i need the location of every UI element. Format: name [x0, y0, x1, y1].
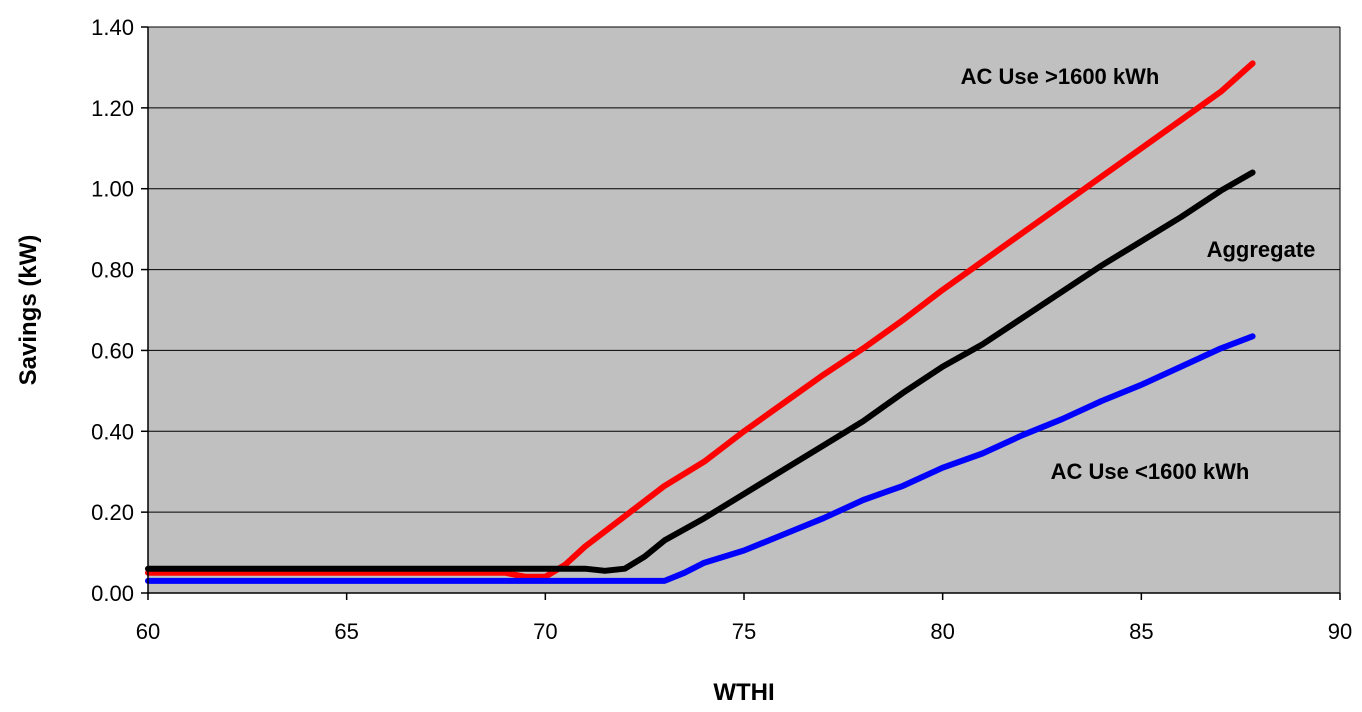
x-tick-label: 60 — [136, 619, 160, 644]
x-tick-label: 90 — [1328, 619, 1352, 644]
plot-area — [148, 27, 1340, 593]
series-lines — [145, 60, 1256, 584]
series-label-2: AC Use <1600 kWh — [1051, 459, 1250, 484]
y-axis-title: Savings (kW) — [15, 235, 42, 386]
tick-labels: 0.00 0.20 0.40 0.60 0.80 1.00 1.20 1.40 60 65 70 75… — [91, 15, 1352, 644]
y-tick-label: 0.00 — [91, 581, 134, 606]
y-tick-label: 0.60 — [91, 338, 134, 363]
axes — [141, 26, 1341, 600]
x-tick-label: 80 — [930, 619, 954, 644]
y-tick-label: 0.20 — [91, 500, 134, 525]
y-tick-label: 1.00 — [91, 177, 134, 202]
series-line-2 — [145, 333, 1256, 584]
series-line-1 — [145, 169, 1256, 574]
x-axis-title: WTHI — [713, 679, 774, 706]
x-tick-label: 70 — [533, 619, 557, 644]
series-label-1: Aggregate — [1207, 237, 1316, 262]
series-label-0: AC Use >1600 kWh — [961, 64, 1160, 89]
y-tick-label: 0.40 — [91, 419, 134, 444]
x-tick-label: 85 — [1129, 619, 1153, 644]
y-tick-label: 0.80 — [91, 258, 134, 283]
y-tick-label: 1.20 — [91, 96, 134, 121]
series-labels: AC Use >1600 kWh Aggregate AC Use <1600 kW… — [961, 64, 1316, 484]
x-tick-label: 75 — [732, 619, 756, 644]
y-tick-label: 1.40 — [91, 15, 134, 40]
x-tick-label: 65 — [334, 619, 358, 644]
